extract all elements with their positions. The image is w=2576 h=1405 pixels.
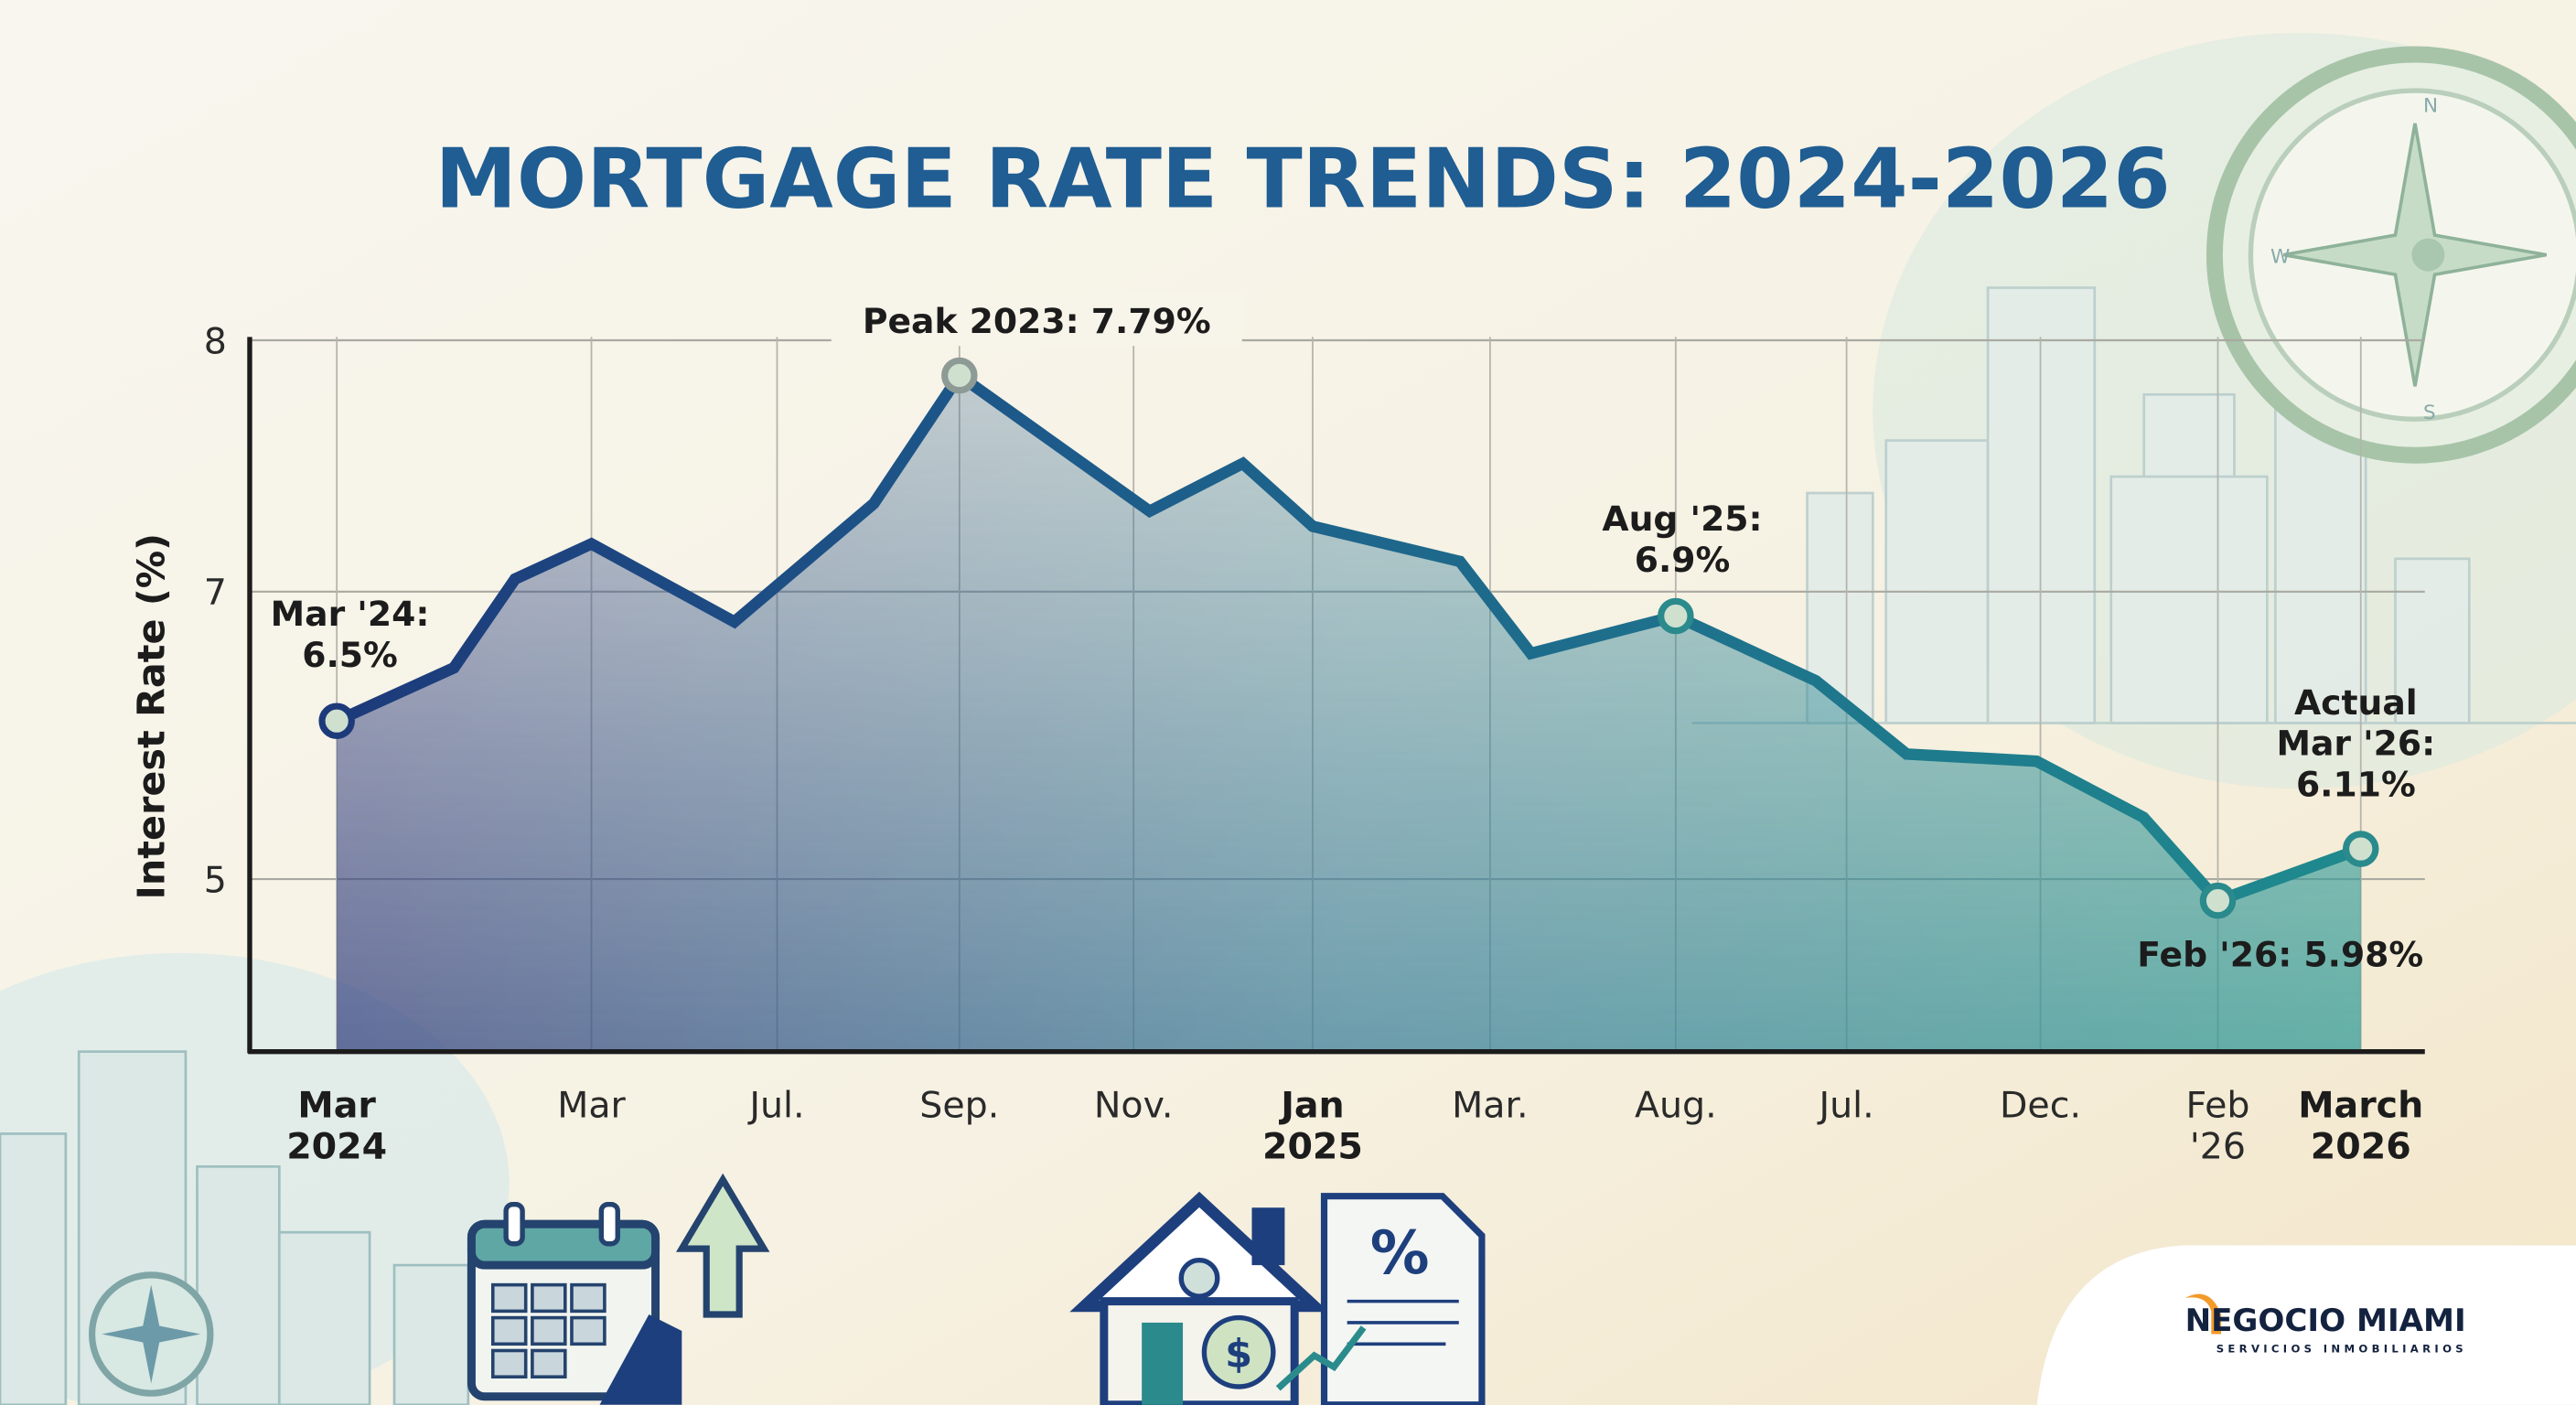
highlight-marker [941, 357, 978, 394]
highlight-marker [1658, 597, 1694, 635]
y-tick-label: 8 [204, 320, 227, 362]
annotation-line: Feb '26: 5.98% [2137, 934, 2423, 974]
logo-name: NEGOCIO MIAMI [2185, 1303, 2466, 1339]
annotation-line: 6.5% [302, 635, 398, 675]
x-tick-label: Jul. [746, 1084, 804, 1126]
x-tick-label: Dec. [2000, 1084, 2081, 1126]
annotation-label: Actual Mar '26: 6.11% [2276, 682, 2435, 805]
x-tick-label: Mar. [1452, 1084, 1528, 1126]
highlight-marker [2342, 831, 2379, 867]
x-tick-label-line: Aug. [1635, 1084, 1717, 1126]
x-tick-label-line: Dec. [2000, 1084, 2081, 1126]
x-tick-label: Mar 2024 [286, 1084, 387, 1167]
annotation-line: Actual [2294, 682, 2418, 723]
annotation-label: Peak 2023: 7.79% [863, 301, 1211, 341]
svg-text:%: % [1370, 1219, 1430, 1288]
x-tick-label-line: 2024 [286, 1125, 387, 1167]
annotation-line: Aug '25: [1602, 499, 1762, 539]
annotations: Mar '24: 6.5% Peak 2023: 7.79% Aug '25: 6.9%… [271, 293, 2435, 974]
x-tick-label: Mar [557, 1084, 626, 1126]
line-layer [334, 367, 2363, 907]
area-fill [337, 375, 2361, 1052]
annotation-line: Mar '26: [2276, 724, 2435, 764]
x-tick-label-line: 2026 [2311, 1125, 2411, 1167]
x-tick-label-line: Jul. [746, 1084, 804, 1126]
x-tick-label: Jan 2025 [1262, 1084, 1363, 1167]
compass-icon [88, 1271, 214, 1397]
x-tick-label: Nov. [1094, 1084, 1174, 1126]
x-tick-label-line: '26 [2190, 1125, 2246, 1167]
calendar-icon [467, 1201, 660, 1401]
chart-title: MORTGAGE RATE TRENDS: 2024-2026 [435, 133, 2171, 228]
annotation-label: Aug '25: 6.9% [1602, 499, 1762, 580]
x-tick-label: Jul. [1817, 1084, 1874, 1126]
y-tick-label: 7 [204, 572, 227, 614]
annotation-line: Mar '24: [271, 594, 430, 634]
x-tick-label-line: March [2298, 1084, 2423, 1126]
compass-icon: N W S [2206, 46, 2576, 464]
logo-swoosh [2184, 1293, 2222, 1335]
x-tick-label: Sep. [919, 1084, 999, 1126]
svg-text:S: S [2423, 402, 2436, 424]
x-tick-label-line: 2025 [1262, 1125, 1363, 1167]
x-tick-label-line: Sep. [919, 1084, 999, 1126]
axes [247, 337, 2425, 1055]
svg-text:N: N [2423, 94, 2438, 117]
up-arrow-icon [599, 1173, 770, 1405]
percent-document-icon: % [1275, 1193, 1486, 1405]
annotation-line: 6.11% [2296, 765, 2416, 805]
annotation-label: Feb '26: 5.98% [2137, 934, 2423, 974]
x-tick-label-line: Mar [297, 1084, 376, 1126]
x-tick-label-line: Mar. [1452, 1084, 1528, 1126]
annotation-line: Peak 2023: 7.79% [863, 301, 1211, 341]
y-tick-label: 5 [204, 859, 227, 901]
svg-text:$: $ [1225, 1331, 1252, 1377]
x-tick-label-line: Jul. [1817, 1084, 1874, 1126]
logo-tagline: SERVICIOS INMOBILIARIOS [2216, 1342, 2467, 1355]
dollar-coin-icon: $ [1201, 1314, 1276, 1389]
x-tick-label: Feb '26 [2186, 1084, 2250, 1167]
annotation-line: 6.9% [1635, 540, 1731, 580]
area-layer [337, 375, 2361, 1052]
annotation-bg [831, 293, 1242, 347]
x-tick-label-line: Jan [1278, 1084, 1344, 1126]
x-tick-label-line: Mar [557, 1084, 626, 1126]
highlight-marker [2199, 882, 2237, 919]
annotation-label: Mar '24: 6.5% [271, 594, 430, 675]
brand-logo: NEGOCIO MIAMI SERVICIOS INMOBILIARIOS [2036, 1245, 2576, 1405]
x-tick-label: Aug. [1635, 1084, 1717, 1126]
x-tick-label: March 2026 [2298, 1084, 2423, 1167]
rate-line [334, 367, 2363, 907]
highlight-marker [318, 702, 355, 739]
y-axis-label: Interest Rate (%) [130, 533, 174, 900]
house-icon [1069, 1191, 1329, 1405]
x-tick-label-line: Nov. [1094, 1084, 1174, 1126]
x-tick-label-line: Feb [2186, 1084, 2250, 1126]
svg-text:W: W [2270, 246, 2290, 269]
y-ticks: 8 7 5 [204, 320, 227, 901]
city-skyline [1691, 286, 2576, 724]
